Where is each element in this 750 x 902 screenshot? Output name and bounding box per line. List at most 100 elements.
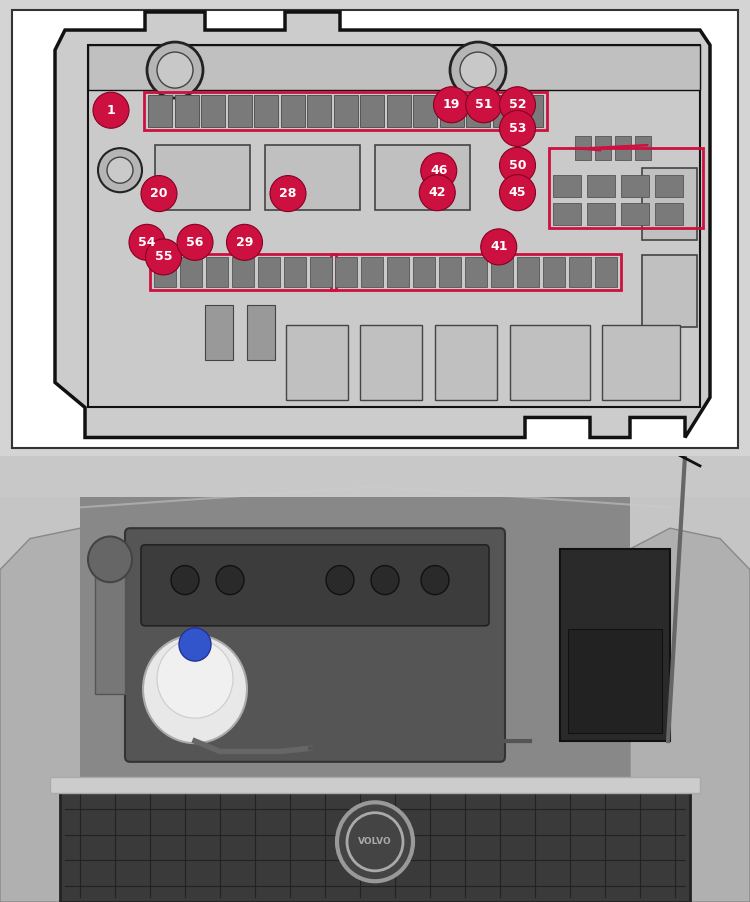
Circle shape [146, 239, 182, 275]
Bar [587, 175, 615, 198]
Bar [553, 175, 581, 198]
Bar [247, 306, 275, 361]
Bar [205, 306, 233, 361]
Text: 29: 29 [236, 235, 254, 249]
Circle shape [270, 176, 306, 212]
Bar [543, 257, 565, 288]
Bar [258, 257, 280, 288]
Bar [180, 257, 202, 288]
Bar [413, 95, 437, 127]
Bar [553, 203, 581, 226]
Circle shape [450, 42, 506, 98]
Bar [201, 95, 225, 127]
Bar [642, 168, 697, 240]
Bar [569, 257, 591, 288]
Text: 28: 28 [279, 187, 297, 200]
Circle shape [419, 175, 455, 211]
Bar [413, 257, 435, 288]
Bar [466, 95, 490, 127]
Bar [60, 787, 690, 902]
Bar [621, 203, 649, 226]
Circle shape [177, 225, 213, 261]
Text: 50: 50 [509, 159, 526, 172]
Bar [0, 456, 750, 580]
Bar [88, 45, 700, 90]
Bar [360, 95, 384, 127]
Circle shape [460, 52, 496, 88]
Bar [517, 257, 539, 288]
Circle shape [157, 52, 193, 88]
Circle shape [371, 566, 399, 594]
Bar [310, 257, 332, 288]
Circle shape [88, 537, 132, 582]
Text: 54: 54 [138, 235, 156, 249]
Bar [491, 257, 513, 288]
Text: 42: 42 [428, 186, 446, 199]
Bar [155, 145, 250, 210]
FancyBboxPatch shape [560, 549, 670, 741]
Circle shape [421, 566, 449, 594]
Circle shape [326, 566, 354, 594]
Text: 1: 1 [106, 104, 116, 116]
Bar [360, 326, 422, 400]
Text: VOLVO: VOLVO [358, 837, 392, 846]
Circle shape [179, 628, 211, 661]
Bar [440, 95, 464, 127]
Bar [88, 45, 700, 408]
Bar [307, 95, 331, 127]
Circle shape [500, 175, 536, 211]
Bar [375, 145, 470, 210]
Bar [335, 257, 357, 288]
Bar [595, 136, 611, 161]
Bar [387, 257, 409, 288]
Circle shape [98, 148, 142, 192]
Text: 46: 46 [430, 164, 448, 178]
Circle shape [226, 225, 262, 261]
Bar [575, 136, 591, 161]
Polygon shape [630, 529, 750, 902]
Circle shape [157, 640, 233, 718]
Text: 20: 20 [150, 187, 168, 200]
Bar [206, 257, 228, 288]
Bar [154, 257, 176, 288]
Bar [148, 95, 172, 127]
Bar [286, 326, 348, 400]
Circle shape [421, 152, 457, 189]
Bar [175, 95, 199, 127]
Bar [284, 257, 306, 288]
Bar [621, 175, 649, 198]
Bar [386, 95, 410, 127]
Text: 52: 52 [509, 98, 526, 111]
Bar [361, 257, 383, 288]
Bar [232, 257, 254, 288]
Bar [227, 95, 251, 127]
Circle shape [337, 802, 413, 881]
Bar [642, 255, 697, 327]
FancyBboxPatch shape [125, 529, 505, 762]
Bar [435, 326, 497, 400]
Bar [602, 326, 680, 400]
Circle shape [129, 225, 165, 261]
Circle shape [143, 635, 247, 743]
Text: 41: 41 [490, 241, 508, 253]
Bar [265, 145, 360, 210]
Text: 19: 19 [442, 98, 460, 111]
Bar [254, 95, 278, 127]
Circle shape [141, 176, 177, 212]
Bar [655, 175, 683, 198]
Text: 55: 55 [154, 251, 172, 263]
Circle shape [107, 157, 133, 183]
Bar [50, 778, 700, 793]
Circle shape [500, 147, 536, 183]
Polygon shape [55, 12, 710, 437]
Circle shape [171, 566, 199, 594]
Text: 45: 45 [509, 186, 526, 199]
Bar [655, 203, 683, 226]
FancyBboxPatch shape [141, 545, 489, 626]
Bar [334, 95, 358, 127]
Bar [635, 136, 651, 161]
Circle shape [500, 87, 536, 123]
Circle shape [433, 87, 470, 123]
Circle shape [147, 42, 203, 98]
Circle shape [216, 566, 244, 594]
